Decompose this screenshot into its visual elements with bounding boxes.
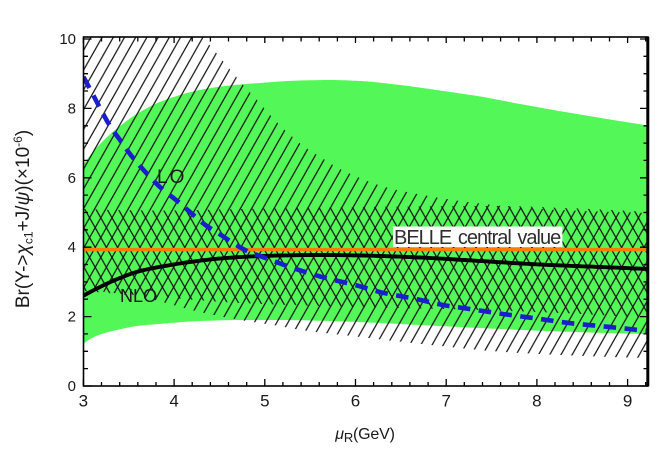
- svg-text:4: 4: [169, 392, 178, 411]
- svg-text:4: 4: [68, 239, 76, 256]
- svg-text:NLO: NLO: [120, 286, 157, 306]
- svg-text:Br(Y->χc1+J/ψ)(×10-6): Br(Y->χc1+J/ψ)(×10-6): [11, 130, 36, 308]
- svg-text:0: 0: [68, 378, 76, 395]
- svg-text:6: 6: [351, 392, 360, 411]
- svg-text:BELLE central value: BELLE central value: [394, 227, 561, 249]
- svg-text:8: 8: [532, 392, 541, 411]
- svg-text:8: 8: [68, 100, 76, 117]
- svg-text:10: 10: [59, 31, 76, 48]
- svg-text:μR(GeV): μR(GeV): [334, 426, 394, 445]
- svg-text:3: 3: [79, 392, 88, 411]
- svg-text:9: 9: [623, 392, 632, 411]
- svg-text:6: 6: [68, 170, 76, 187]
- svg-text:LO: LO: [157, 167, 186, 188]
- svg-text:7: 7: [441, 392, 450, 411]
- svg-text:5: 5: [260, 392, 269, 411]
- svg-text:2: 2: [68, 309, 76, 326]
